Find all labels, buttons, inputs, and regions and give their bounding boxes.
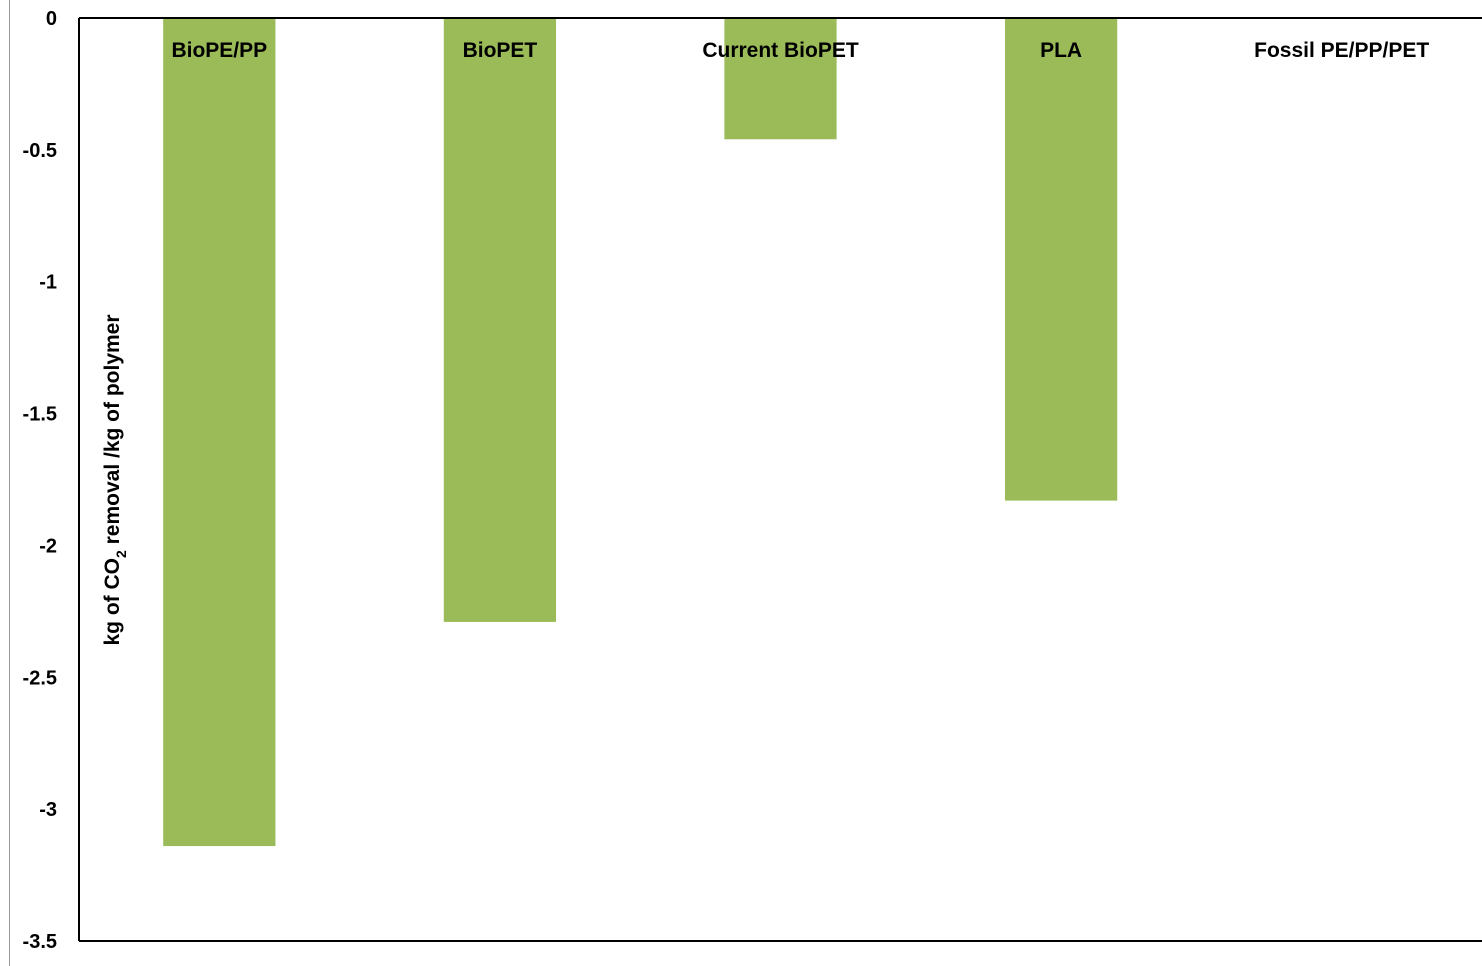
category-label: BioPET (463, 39, 538, 62)
y-tick-label: -2.5 (23, 667, 57, 689)
y-axis-title-prefix: kg of CO (101, 558, 124, 646)
category-label: BioPE/PP (171, 39, 267, 62)
bar-pla (1004, 18, 1118, 501)
category-labels: BioPE/PP BioPET Current BioPET PLA Fossil PE… (171, 39, 1429, 62)
y-tick-label: -0.5 (23, 140, 57, 162)
y-tick-label: -2 (39, 535, 57, 557)
category-label: Current BioPET (702, 39, 859, 62)
y-tick-label: 0 (46, 8, 57, 30)
chart-frame (9, 0, 1482, 966)
bar-biope-pp (163, 18, 276, 847)
bar-current-biopet (724, 18, 837, 140)
y-tick-label: -3 (39, 799, 57, 821)
category-label: Fossil PE/PP/PET (1254, 39, 1429, 62)
y-tick-label: -3.5 (23, 931, 57, 953)
y-tick-label: -1.5 (23, 404, 57, 426)
bar-biopet (443, 18, 557, 622)
y-tick-labels: 0 -0.5 -1 -1.5 -2 -2.5 -3 -3.5 (23, 8, 57, 953)
y-axis-title-subscript: 2 (113, 550, 129, 558)
bars-group (163, 18, 1118, 847)
y-tick-label: -1 (39, 272, 57, 294)
axes-group (78, 17, 1482, 942)
category-label: PLA (1040, 39, 1082, 62)
y-axis-title-suffix: removal /kg of polymer (101, 314, 124, 550)
y-axis-title: kg of CO2 removal /kg of polymer (101, 314, 129, 645)
